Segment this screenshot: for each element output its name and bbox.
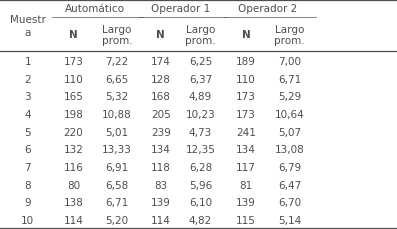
Text: 6: 6 (25, 145, 31, 155)
Text: 115: 115 (236, 215, 256, 225)
Text: 6,71: 6,71 (106, 198, 129, 207)
Text: 5,01: 5,01 (106, 127, 129, 137)
Text: 2: 2 (25, 74, 31, 84)
Text: Operador 1: Operador 1 (151, 4, 210, 14)
Text: 173: 173 (236, 92, 256, 102)
Text: 3: 3 (25, 92, 31, 102)
Text: N: N (242, 30, 251, 40)
Text: 205: 205 (151, 109, 171, 120)
Text: 81: 81 (239, 180, 253, 190)
Text: 1: 1 (25, 57, 31, 67)
Text: 174: 174 (151, 57, 171, 67)
Text: Automático: Automático (65, 4, 125, 14)
Text: 5,20: 5,20 (106, 215, 129, 225)
Text: Largo
prom.: Largo prom. (185, 25, 216, 46)
Text: 6,10: 6,10 (189, 198, 212, 207)
Text: 134: 134 (151, 145, 171, 155)
Text: 6,71: 6,71 (278, 74, 301, 84)
Text: 6,28: 6,28 (189, 162, 212, 172)
Text: 134: 134 (236, 145, 256, 155)
Text: 80: 80 (67, 180, 80, 190)
Text: 173: 173 (64, 57, 83, 67)
Text: 198: 198 (64, 109, 83, 120)
Text: 6,37: 6,37 (189, 74, 212, 84)
Text: 6,79: 6,79 (278, 162, 301, 172)
Text: 5: 5 (25, 127, 31, 137)
Text: 241: 241 (236, 127, 256, 137)
Text: 239: 239 (151, 127, 171, 137)
Text: 118: 118 (151, 162, 171, 172)
Text: 168: 168 (151, 92, 171, 102)
Text: 5,07: 5,07 (278, 127, 301, 137)
Text: 110: 110 (64, 74, 83, 84)
Text: 5,29: 5,29 (278, 92, 301, 102)
Text: 220: 220 (64, 127, 83, 137)
Text: 110: 110 (236, 74, 256, 84)
Text: 189: 189 (236, 57, 256, 67)
Text: 114: 114 (151, 215, 171, 225)
Text: Operador 2: Operador 2 (238, 4, 298, 14)
Text: 10,88: 10,88 (102, 109, 132, 120)
Text: 165: 165 (64, 92, 83, 102)
Text: 13,33: 13,33 (102, 145, 132, 155)
Text: Largo
prom.: Largo prom. (102, 25, 133, 46)
Text: 4: 4 (25, 109, 31, 120)
Text: N: N (69, 30, 78, 40)
Text: 12,35: 12,35 (185, 145, 216, 155)
Text: 139: 139 (236, 198, 256, 207)
Text: 83: 83 (154, 180, 168, 190)
Text: 138: 138 (64, 198, 83, 207)
Text: 6,58: 6,58 (106, 180, 129, 190)
Text: 4,89: 4,89 (189, 92, 212, 102)
Text: 10,64: 10,64 (275, 109, 304, 120)
Text: 6,47: 6,47 (278, 180, 301, 190)
Text: 6,91: 6,91 (106, 162, 129, 172)
Text: Muestr
a: Muestr a (10, 15, 46, 38)
Text: 4,82: 4,82 (189, 215, 212, 225)
Text: 10,23: 10,23 (186, 109, 215, 120)
Text: 173: 173 (236, 109, 256, 120)
Text: 6,70: 6,70 (278, 198, 301, 207)
Text: Largo
prom.: Largo prom. (274, 25, 305, 46)
Text: 128: 128 (151, 74, 171, 84)
Text: N: N (156, 30, 165, 40)
Text: 139: 139 (151, 198, 171, 207)
Text: 6,25: 6,25 (189, 57, 212, 67)
Text: 117: 117 (236, 162, 256, 172)
Text: 5,14: 5,14 (278, 215, 301, 225)
Text: 5,96: 5,96 (189, 180, 212, 190)
Text: 13,08: 13,08 (275, 145, 304, 155)
Text: 7,22: 7,22 (106, 57, 129, 67)
Text: 5,32: 5,32 (106, 92, 129, 102)
Text: 7: 7 (25, 162, 31, 172)
Text: 8: 8 (25, 180, 31, 190)
Text: 116: 116 (64, 162, 83, 172)
Text: 132: 132 (64, 145, 83, 155)
Text: 7,00: 7,00 (278, 57, 301, 67)
Text: 10: 10 (21, 215, 35, 225)
Text: 9: 9 (25, 198, 31, 207)
Text: 114: 114 (64, 215, 83, 225)
Text: 4,73: 4,73 (189, 127, 212, 137)
Text: 6,65: 6,65 (106, 74, 129, 84)
